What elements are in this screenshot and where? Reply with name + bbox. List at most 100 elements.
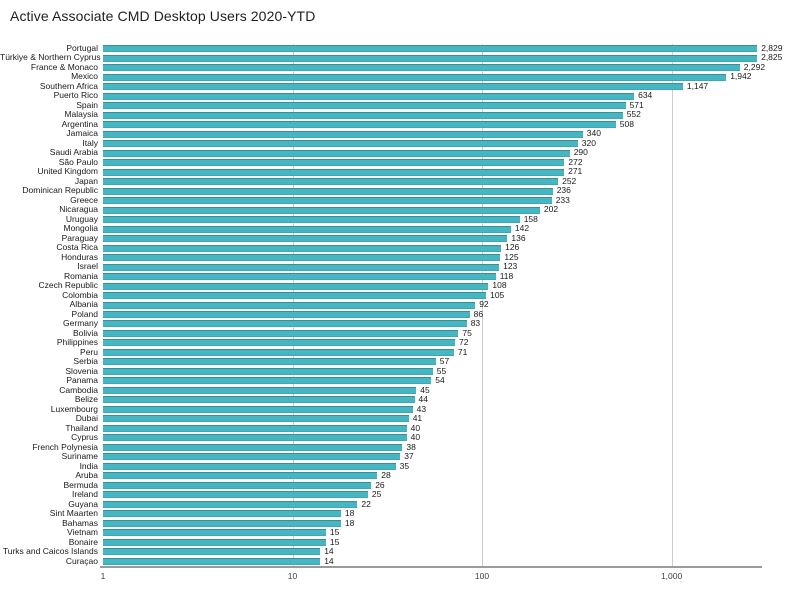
bar: [103, 348, 454, 356]
category-label: Ireland: [72, 489, 98, 500]
value-label: 108: [492, 280, 507, 291]
bar: [103, 73, 727, 81]
value-label: 252: [562, 175, 577, 186]
bar-row: Luxembourg 43: [0, 403, 786, 414]
bar: [103, 405, 413, 413]
value-label: 142: [514, 223, 530, 234]
bar: [103, 481, 372, 489]
bar-row: Paraguay 136: [0, 232, 786, 243]
value-label: 37: [404, 451, 414, 462]
bar: [103, 386, 417, 394]
bar: [103, 329, 459, 337]
value-label: 28: [381, 470, 391, 481]
value-label: 18: [344, 508, 355, 519]
value-label: 55: [436, 365, 447, 376]
category-label: Czech Republic: [38, 280, 98, 291]
value-label: 35: [399, 460, 410, 471]
bar: [103, 339, 455, 347]
category-label: Aruba: [75, 470, 98, 481]
category-label: Thailand: [65, 422, 98, 433]
value-label: 40: [410, 422, 421, 433]
bar: [103, 254, 501, 262]
category-label: France & Monaco: [30, 61, 98, 72]
category-label: Panama: [66, 375, 98, 386]
bar-row: Ireland 25: [0, 489, 786, 500]
bar: [103, 197, 552, 205]
bar: [103, 462, 396, 470]
category-label: Portugal: [66, 43, 98, 53]
bar-row: Cyprus 40: [0, 432, 786, 443]
bar: [103, 225, 511, 233]
bar: [103, 519, 341, 527]
category-label: Colombia: [62, 289, 98, 300]
value-label: 136: [511, 232, 526, 243]
bar: [103, 434, 407, 442]
value-label: 2,825: [761, 52, 783, 63]
value-label: 57: [439, 356, 450, 367]
bar-row: Argentina 508: [0, 118, 786, 129]
bar: [103, 424, 407, 432]
category-label: Germany: [63, 318, 98, 329]
bar-row: Cambodia 45: [0, 385, 786, 395]
value-label: 18: [344, 517, 355, 528]
value-label: 86: [473, 308, 484, 319]
bar-row: Jamaica 340: [0, 128, 786, 138]
category-label: Vietnam: [66, 527, 98, 538]
bar: [103, 443, 403, 451]
value-label: 40: [410, 432, 421, 443]
bar: [103, 311, 470, 318]
bar: [103, 54, 758, 62]
bar-row: Uruguay 158: [0, 214, 786, 224]
value-label: 508: [619, 118, 634, 129]
bar-row: Puerto Rico 634: [0, 90, 786, 100]
bar-row: Suriname 37: [0, 451, 786, 462]
category-label: Honduras: [61, 251, 98, 262]
bar: [103, 111, 623, 119]
bar-row: Romania 118: [0, 271, 786, 281]
x-axis-tick-label: 10: [287, 571, 298, 581]
category-label: Türkiye & Northern Cyprus: [0, 52, 101, 63]
plot-area: Portugal 2,829 Türkiye & Northern Cyprus 2,…: [0, 43, 786, 566]
bar-row: Mongolia 142: [0, 223, 786, 234]
category-label: Sint Maarten: [49, 508, 98, 519]
value-label: 571: [629, 99, 644, 110]
bar-row: Philippines 72: [0, 337, 786, 348]
chart-title: Active Associate CMD Desktop Users 2020-…: [10, 8, 316, 24]
value-label: 92: [479, 299, 489, 310]
bar-row: Colombia 105: [0, 289, 786, 300]
bar-row: Israel 123: [0, 261, 786, 272]
bar-row: Slovenia 55: [0, 365, 786, 376]
bar-row: Türkiye & Northern Cyprus 2,825: [0, 52, 786, 63]
value-label: 2,829: [761, 43, 783, 53]
value-label: 43: [416, 403, 427, 414]
value-label: 271: [568, 166, 583, 177]
bar-row: United Kingdom 271: [0, 166, 786, 177]
bar-row: Greece 233: [0, 194, 786, 205]
bar: [103, 320, 467, 328]
value-label: 22: [361, 498, 371, 509]
gridline-1000: [671, 44, 673, 566]
bar: [103, 216, 520, 224]
bar: [103, 529, 326, 537]
value-label: 15: [329, 536, 340, 547]
bar-row: Southern Africa 1,147: [0, 81, 786, 91]
category-label: Philippines: [56, 337, 98, 348]
value-label: 233: [555, 194, 570, 205]
bar-row: Thailand 40: [0, 422, 786, 433]
bar-row: Albania 92: [0, 299, 786, 310]
value-label: 105: [490, 289, 505, 300]
category-label: Paraguay: [61, 232, 98, 243]
category-label: São Paulo: [58, 156, 98, 167]
bar-row: Italy 320: [0, 138, 786, 148]
bar-row: French Polynesia 38: [0, 442, 786, 452]
bar-row: Guyana 22: [0, 498, 786, 509]
bar-row: Panama 54: [0, 375, 786, 386]
category-label: Israel: [77, 261, 98, 272]
bar-row: São Paulo 272: [0, 156, 786, 167]
bar: [103, 472, 378, 480]
bar: [103, 367, 433, 375]
category-label: Slovenia: [65, 365, 98, 376]
category-label: Cyprus: [71, 432, 98, 443]
value-label: 83: [470, 318, 481, 329]
bar: [103, 358, 436, 366]
